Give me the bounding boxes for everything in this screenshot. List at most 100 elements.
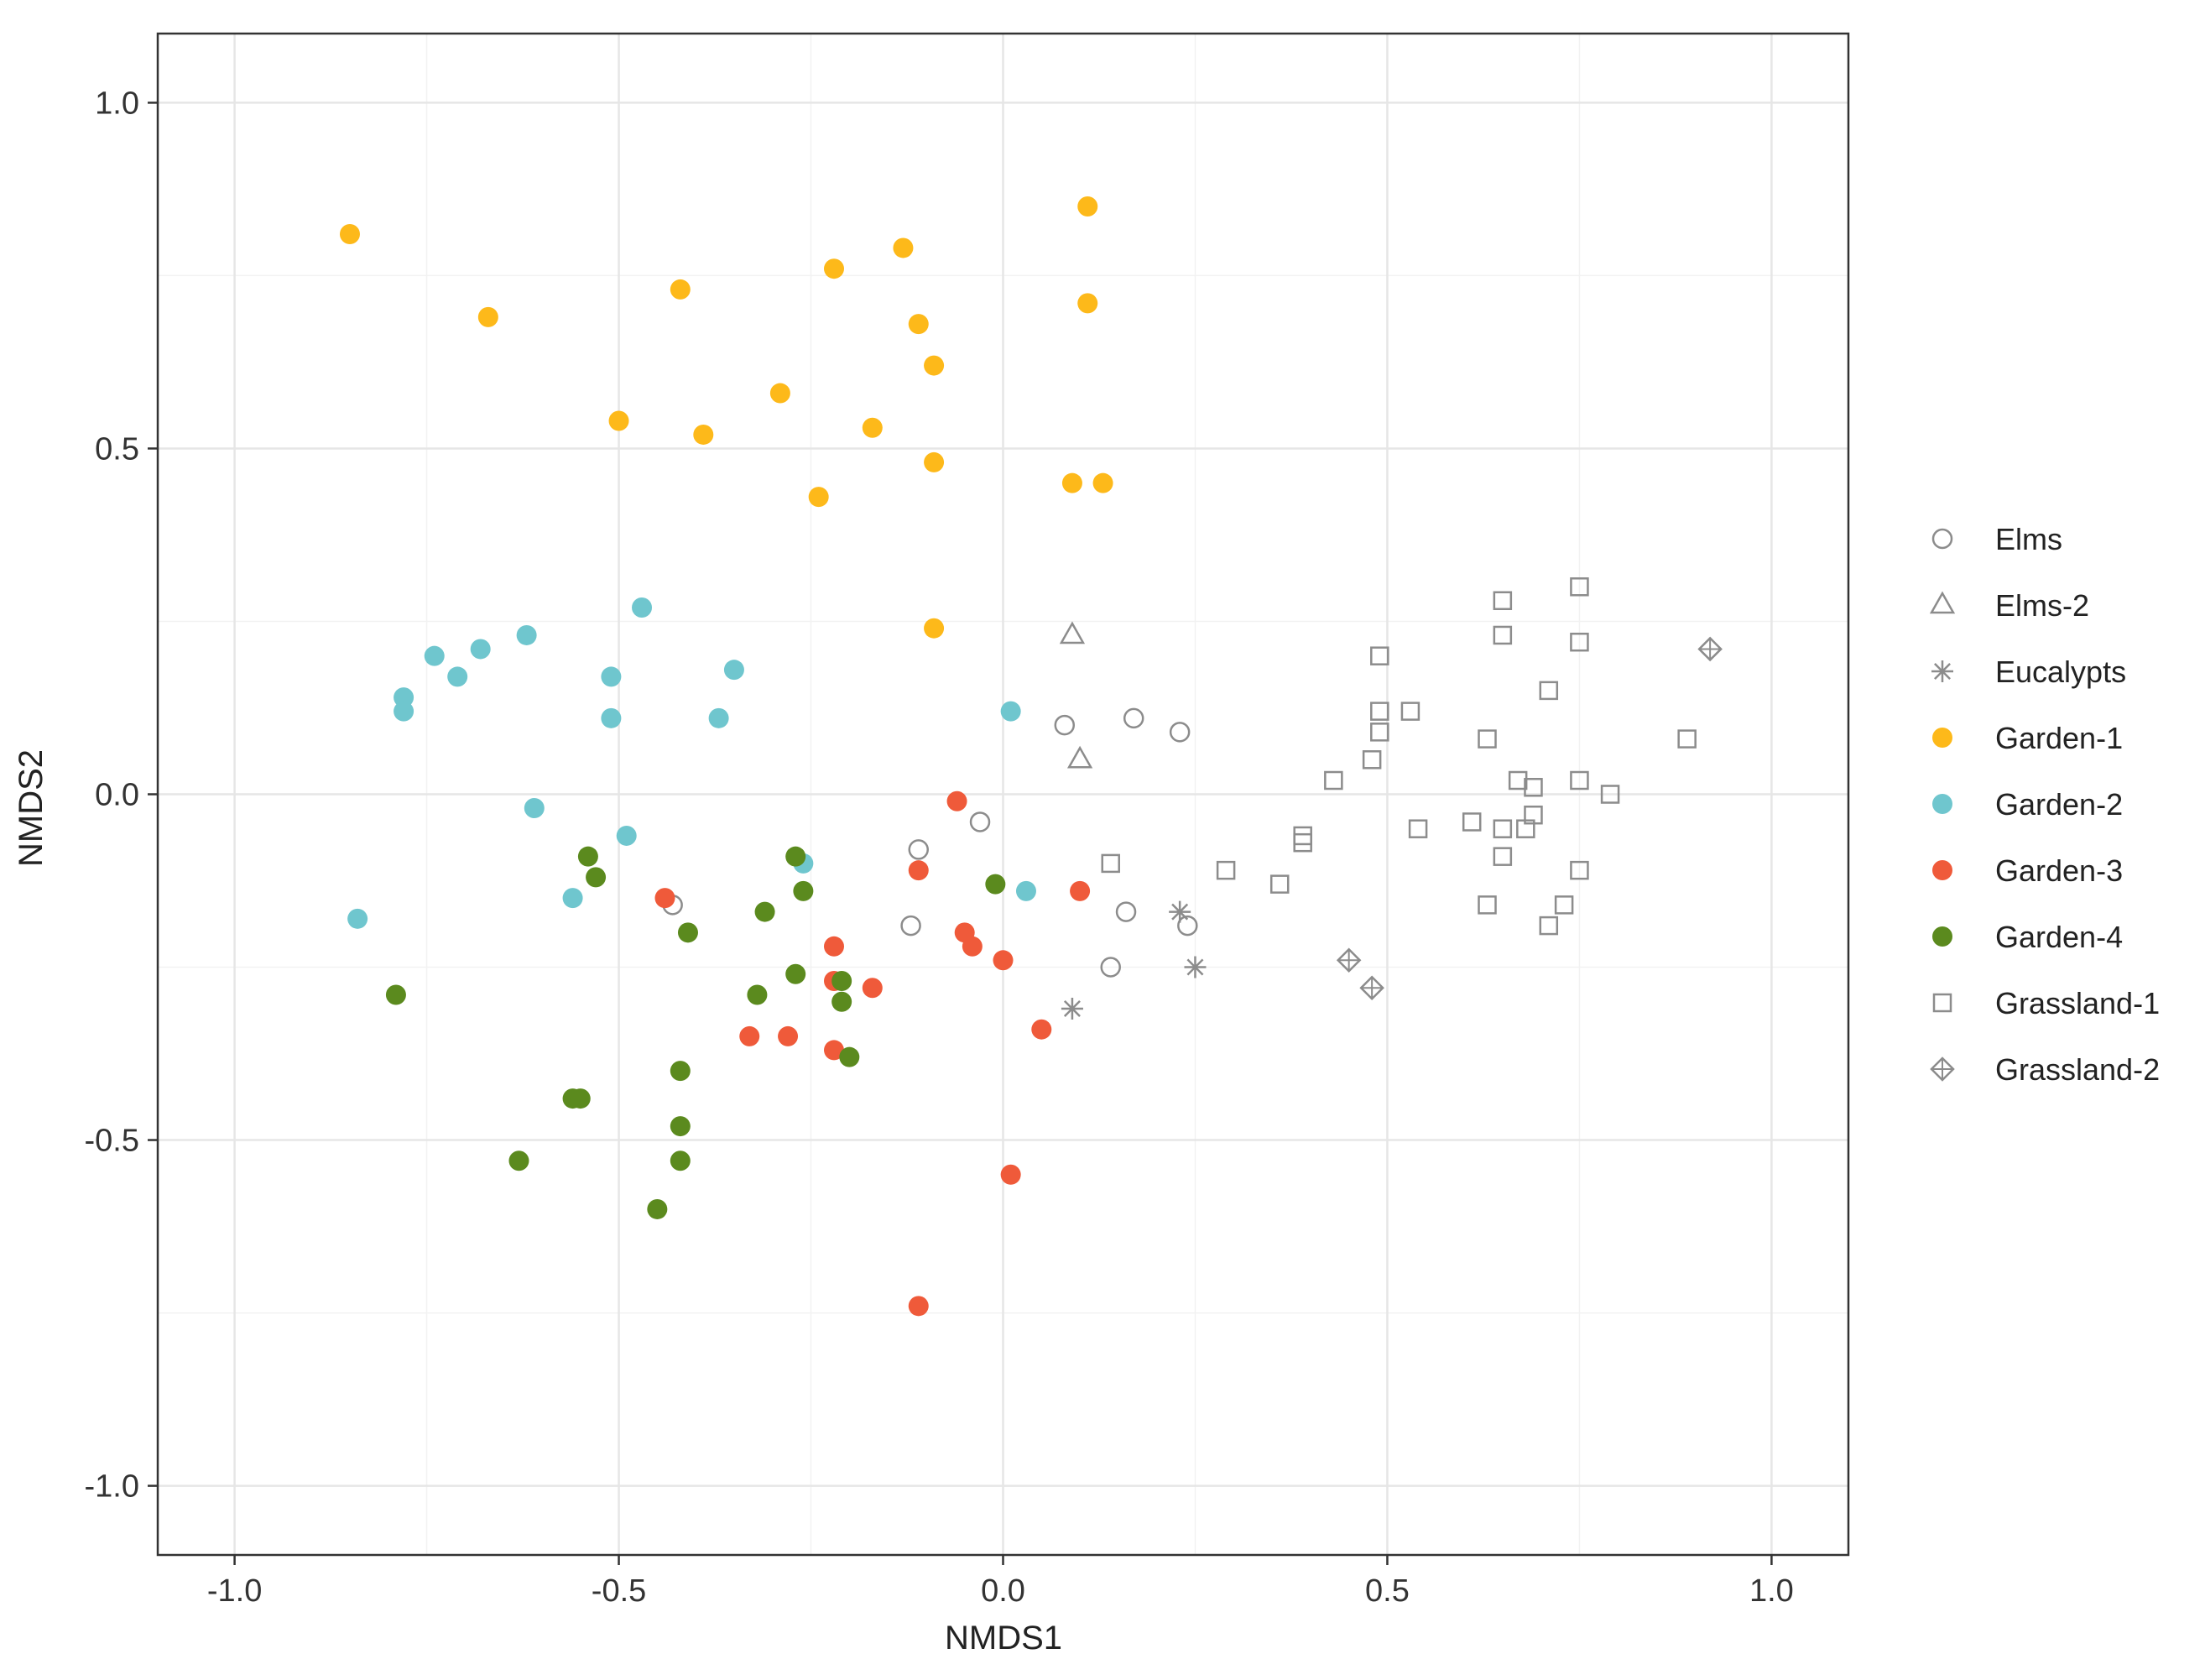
point-elms <box>900 915 921 937</box>
y-tick-label: 0.5 <box>95 431 139 467</box>
point-grassland-1 <box>1493 847 1513 866</box>
point-grassland-2 <box>1336 947 1362 973</box>
legend-item-grassland-2: Grassland-2 <box>1930 1052 2160 1087</box>
legend-label-garden-2: Garden-2 <box>1995 787 2123 822</box>
legend-item-elms: Elms <box>1931 522 2062 556</box>
point-grassland-1 <box>1216 860 1236 880</box>
point-grassland-1 <box>1101 853 1120 874</box>
legend-label-garden-4: Garden-4 <box>1995 920 2123 954</box>
point-garden-4 <box>839 1046 860 1067</box>
point-grassland-2 <box>1359 975 1384 1001</box>
point-garden-3 <box>908 1296 929 1317</box>
point-grassland-1 <box>1400 702 1420 721</box>
legend-item-garden-1: Garden-1 <box>1932 721 2123 755</box>
point-grassland-1 <box>1493 819 1513 838</box>
point-elms <box>1169 722 1191 743</box>
legend-key-garden-2 <box>1932 794 1952 814</box>
point-garden-2 <box>347 908 368 929</box>
point-grassland-1 <box>1524 778 1543 797</box>
point-garden-4 <box>985 874 1006 895</box>
point-grassland-1 <box>1324 770 1343 790</box>
point-garden-4 <box>508 1150 529 1171</box>
legend-label-garden-1: Garden-1 <box>1995 721 2123 755</box>
point-garden-2 <box>516 624 537 645</box>
point-garden-1 <box>924 451 945 472</box>
point-garden-1 <box>1077 293 1098 314</box>
point-garden-1 <box>1077 196 1098 217</box>
point-garden-2 <box>632 597 653 618</box>
x-axis-title: NMDS1 <box>945 1620 1062 1657</box>
point-elms <box>1123 707 1144 729</box>
point-garden-1 <box>769 383 790 404</box>
point-garden-1 <box>1061 472 1082 493</box>
point-garden-4 <box>586 867 607 888</box>
legend-item-grassland-1: Grassland-1 <box>1932 986 2160 1020</box>
point-grassland-1 <box>1293 832 1312 853</box>
point-grassland-1 <box>1570 577 1589 597</box>
legend-label-grassland-1: Grassland-1 <box>1995 986 2160 1020</box>
point-garden-3 <box>824 1040 844 1061</box>
point-grassland-1 <box>1516 819 1535 838</box>
point-eucalypts <box>1184 956 1207 978</box>
point-garden-4 <box>385 984 406 1005</box>
point-garden-4 <box>570 1088 591 1109</box>
point-garden-4 <box>785 963 806 984</box>
point-grassland-1 <box>1600 785 1620 804</box>
point-elms <box>1100 957 1121 978</box>
point-elms-2 <box>1059 621 1086 644</box>
y-tick-label: -0.5 <box>85 1124 139 1159</box>
point-garden-4 <box>670 1061 691 1082</box>
point-garden-4 <box>754 901 775 922</box>
point-garden-3 <box>962 936 983 957</box>
point-garden-3 <box>862 978 883 999</box>
point-garden-1 <box>608 410 629 431</box>
legend-label-eucalypts: Eucalypts <box>1995 655 2126 689</box>
point-garden-2 <box>524 797 545 818</box>
point-grassland-1 <box>1508 770 1528 790</box>
point-garden-3 <box>654 888 675 909</box>
legend-label-grassland-2: Grassland-2 <box>1995 1052 2160 1087</box>
point-grassland-1 <box>1677 729 1697 749</box>
point-garden-3 <box>993 950 1014 971</box>
point-grassland-1 <box>1539 916 1559 936</box>
point-garden-4 <box>785 846 806 867</box>
legend-item-elms-2: Elms-2 <box>1929 588 2089 623</box>
point-elms <box>1115 901 1137 922</box>
point-garden-4 <box>793 880 814 901</box>
point-garden-2 <box>708 707 729 728</box>
point-garden-1 <box>862 417 883 438</box>
point-garden-1 <box>908 314 929 335</box>
point-grassland-1 <box>1370 646 1389 665</box>
point-garden-4 <box>647 1198 668 1219</box>
point-garden-2 <box>562 888 583 909</box>
legend-key-elms-2 <box>1929 591 1956 614</box>
x-tick-label: 0.5 <box>1365 1573 1410 1609</box>
point-garden-4 <box>577 846 598 867</box>
point-garden-1 <box>477 306 498 327</box>
point-grassland-1 <box>1362 750 1382 770</box>
legend-key-garden-1 <box>1932 728 1952 748</box>
point-elms <box>969 811 991 832</box>
point-garden-1 <box>924 355 945 376</box>
x-tick-label: 0.0 <box>981 1573 1025 1609</box>
point-grassland-1 <box>1570 632 1589 652</box>
point-garden-3 <box>946 790 967 811</box>
legend: Elms Elms-2 Eucalypts Garden-1 Garden-2 Garde… <box>1929 522 2160 1087</box>
point-grassland-1 <box>1570 860 1589 880</box>
point-garden-2 <box>394 687 414 708</box>
point-eucalypts <box>1169 900 1191 923</box>
point-garden-2 <box>601 707 622 728</box>
point-grassland-1 <box>1478 895 1497 915</box>
y-axis-title: NMDS2 <box>13 749 50 867</box>
point-grassland-1 <box>1370 702 1389 721</box>
point-garden-3 <box>739 1025 760 1046</box>
point-garden-2 <box>723 660 744 681</box>
point-garden-2 <box>1000 701 1021 722</box>
point-elms <box>908 839 929 860</box>
point-grassland-1 <box>1539 681 1559 701</box>
point-grassland-2 <box>1697 636 1723 662</box>
legend-item-eucalypts: Eucalypts <box>1931 655 2126 689</box>
point-grassland-1 <box>1462 812 1482 832</box>
point-garden-1 <box>808 487 829 508</box>
